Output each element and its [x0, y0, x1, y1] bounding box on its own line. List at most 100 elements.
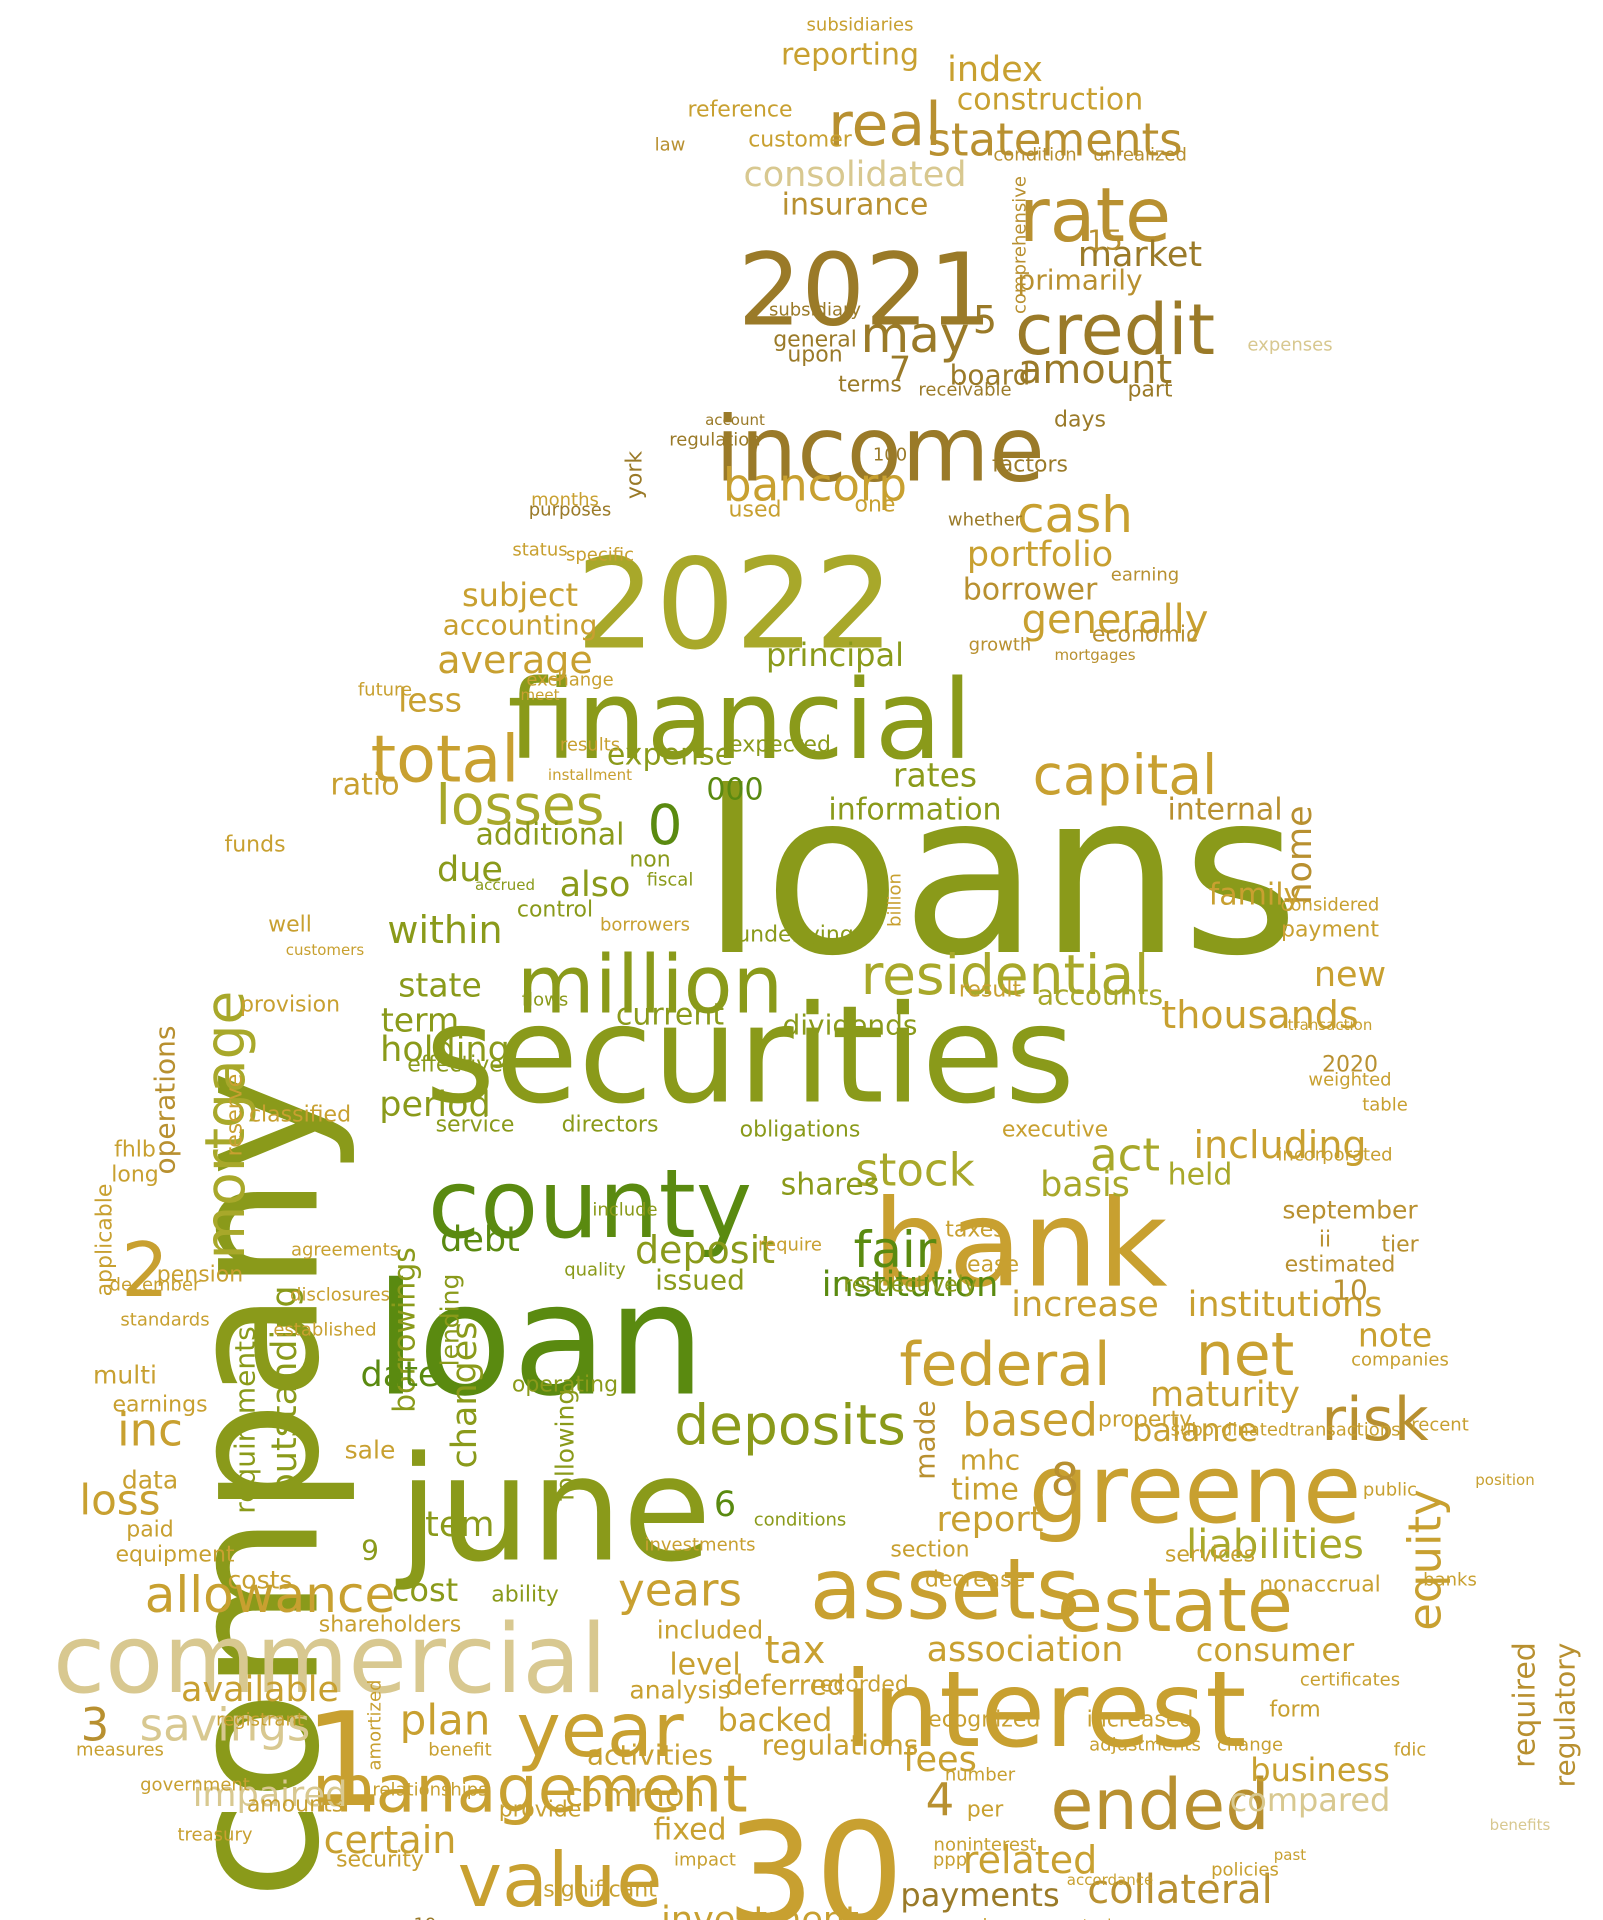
- word-data: data: [122, 1466, 178, 1495]
- word-following: following: [551, 1389, 580, 1501]
- word-receivable: receivable: [918, 380, 1011, 401]
- word-less: less: [398, 681, 462, 720]
- word-deferred: deferred: [726, 1669, 845, 1702]
- word-10: 10: [1332, 1274, 1368, 1307]
- word-transactions: transactions: [1289, 1420, 1400, 1441]
- word-commercial: commercial: [53, 1605, 607, 1715]
- word-plan: plan: [400, 1696, 491, 1745]
- word-19: 19: [414, 1915, 437, 1920]
- word-provision: provision: [240, 993, 340, 1018]
- word-additional: additional: [476, 818, 625, 853]
- word-interest: interest: [844, 1649, 1247, 1771]
- word-well: well: [268, 913, 312, 938]
- word-terms: terms: [838, 373, 902, 398]
- word-ended: ended: [1050, 1764, 1269, 1846]
- word-association: association: [927, 1630, 1124, 1670]
- word-status: status: [512, 540, 567, 561]
- word-taxes: taxes: [945, 1218, 1004, 1243]
- word-incorporated: incorporated: [1277, 1145, 1392, 1166]
- word-effective: effective: [407, 1053, 503, 1078]
- word-term: term: [381, 1001, 459, 1040]
- word-period: period: [379, 1085, 491, 1125]
- word-pension: pension: [157, 1263, 243, 1288]
- word-common: common: [565, 1776, 704, 1814]
- word-one: one: [855, 493, 896, 518]
- word-position: position: [1475, 1471, 1534, 1489]
- word-operating: operating: [512, 1373, 618, 1398]
- word-mortgage: mortgage: [193, 991, 257, 1260]
- word-board: board: [950, 359, 1031, 392]
- word-ratio: ratio: [330, 768, 399, 803]
- word-investments: investments: [644, 1535, 755, 1556]
- word-collateral: collateral: [1087, 1867, 1273, 1913]
- word-impact: impact: [674, 1850, 736, 1871]
- word-regulatory: regulatory: [1549, 1643, 1582, 1788]
- word-including: including: [1193, 1123, 1366, 1167]
- word-payment: payment: [1281, 918, 1379, 943]
- word-customers: customers: [286, 941, 365, 959]
- word-report: report: [937, 1500, 1044, 1540]
- word-residential: residential: [861, 943, 1150, 1007]
- word-7: 7: [889, 350, 911, 390]
- word-law: law: [655, 135, 686, 156]
- word-total: total: [371, 723, 520, 798]
- word-estimated: estimated: [1285, 1253, 1396, 1278]
- word-1: 1: [304, 1684, 387, 1836]
- word-general: general: [773, 328, 857, 353]
- word-multi: multi: [93, 1361, 157, 1390]
- word-increase: increase: [1011, 1285, 1159, 1325]
- word-lease: lease: [961, 1253, 1019, 1278]
- word-respectively: respectively: [843, 1273, 977, 1298]
- word-5: 5: [973, 298, 997, 342]
- word-fiscal: fiscal: [647, 870, 694, 891]
- word-based: based: [962, 1394, 1098, 1447]
- word-standards: standards: [120, 1310, 209, 1331]
- word-require: require: [758, 1235, 822, 1256]
- word-consumer: consumer: [1196, 1631, 1355, 1669]
- word-15: 15: [1087, 224, 1123, 257]
- word-average: average: [437, 638, 593, 682]
- word-whether: whether: [948, 510, 1023, 531]
- word-significant: significant: [543, 1878, 657, 1903]
- word-deposits: deposits: [674, 1393, 905, 1457]
- word-purposes: purposes: [529, 500, 612, 521]
- word-property: property: [1098, 1408, 1192, 1433]
- word-real: real: [828, 90, 942, 160]
- word-mutual: mutual: [1059, 1916, 1112, 1920]
- word-100: 100: [873, 445, 907, 466]
- word-amortized: amortized: [365, 1680, 386, 1771]
- word-impaired: impaired: [193, 1775, 348, 1815]
- word-provide: provide: [499, 1798, 582, 1823]
- word-state: state: [398, 966, 482, 1005]
- word-item: item: [415, 1505, 494, 1545]
- word-estate: estate: [1057, 1561, 1293, 1649]
- word-shares: shares: [781, 1168, 880, 1203]
- word-0: 0: [648, 793, 683, 857]
- word-registrant: registrant: [216, 1710, 304, 1731]
- word-current: current: [616, 998, 724, 1033]
- word-customer: customer: [748, 128, 853, 153]
- word-quality: quality: [564, 1260, 626, 1281]
- word-credit: credit: [1015, 289, 1215, 371]
- word-result: result: [959, 978, 1022, 1003]
- word-equipment: equipment: [115, 1543, 234, 1568]
- word-companies: companies: [1351, 1350, 1449, 1371]
- word-index: index: [947, 50, 1043, 90]
- word-months: months: [531, 490, 599, 511]
- word-required: required: [1508, 1642, 1543, 1768]
- word-balance: balance: [1132, 1411, 1258, 1449]
- word-service: service: [436, 1113, 515, 1138]
- word-basis: basis: [1040, 1165, 1130, 1205]
- word-reserve: reserve: [223, 1074, 248, 1157]
- word-6: 6: [714, 1485, 736, 1525]
- word-government: government: [140, 1775, 250, 1796]
- word-primarily: primarily: [1017, 264, 1142, 297]
- word-comprehensive: comprehensive: [1010, 176, 1031, 314]
- word-rates: rates: [893, 756, 977, 795]
- word-upon: upon: [787, 343, 842, 368]
- word-bank: bank: [872, 1176, 1168, 1315]
- word-3: 3: [81, 1699, 110, 1752]
- word-public: public: [1363, 1480, 1417, 1501]
- word-information: information: [828, 793, 1001, 828]
- word-years: years: [618, 1564, 742, 1617]
